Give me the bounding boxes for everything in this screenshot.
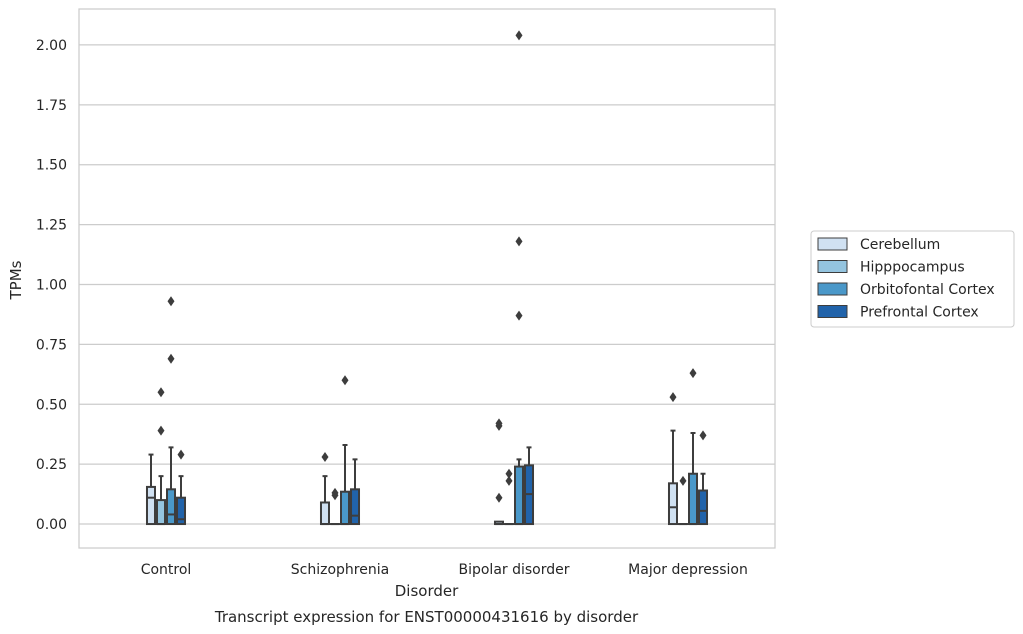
y-tick-label: 0.25 [36,457,67,473]
box-group [319,451,330,526]
y-tick-label: 2.00 [36,38,67,54]
chart-caption: Transcript expression for ENST0000043161… [214,608,639,626]
y-tick-labels: 0.00 0.25 0.50 0.75 1.00 1.25 1.50 1.75 2.00 [36,38,67,533]
legend-swatch [817,305,848,318]
box-group [176,449,187,526]
outlier-point [331,487,339,498]
box-group [503,468,514,526]
outlier-point [679,475,687,486]
box [688,472,699,526]
box [145,485,156,526]
outlier-point [157,387,165,398]
box-group [698,430,709,526]
box [176,496,187,526]
box-group [493,418,504,526]
y-tick-label: 0.75 [36,337,67,353]
box-group [677,475,688,526]
outlier-point [515,310,523,321]
y-tick-label: 1.25 [36,218,67,234]
box [698,489,709,526]
box [667,482,678,526]
grid-lines [79,44,775,525]
x-tick-label: Control [141,562,192,578]
outlier-point [495,418,503,429]
box-group [524,446,535,526]
outlier-point [515,236,523,247]
outlier-point [699,430,707,441]
y-tick-label: 1.00 [36,277,67,293]
legend-entry[interactable]: Prefrontal Cortex [860,305,979,321]
box [319,501,330,526]
box-group [340,375,351,526]
x-tick-label: Schizophrenia [291,562,389,578]
outlier-point [167,296,175,307]
y-axis-label: TPMs [7,260,25,300]
box-layer [145,30,709,526]
x-tick-labels: Control Schizophrenia Bipolar disorder Majo… [141,562,748,578]
legend[interactable]: Cerebellum Hipppocampus Orbitofontal Corte… [810,230,1015,328]
box [340,490,351,526]
legend-frame [810,230,1015,328]
outlier-point [505,468,513,479]
box-group [667,392,678,526]
x-tick-label: Bipolar disorder [458,562,569,578]
outlier-point [157,425,165,436]
plot-frame [78,8,776,549]
outlier-point [341,375,349,386]
legend-entry[interactable]: Hipppocampus [860,260,965,276]
legend-entry[interactable]: Cerebellum [860,237,940,253]
legend-swatch [817,237,848,251]
y-tick-label: 1.75 [36,98,67,114]
outlier-point [505,475,513,486]
box [155,499,166,526]
x-tick-label: Major depression [628,562,748,578]
box [514,465,525,526]
outlier-point [321,451,329,462]
y-tick-label: 0.00 [36,517,67,533]
y-tick-label: 0.50 [36,397,67,413]
outlier-point [495,492,503,503]
box-group [155,387,166,526]
outlier-point [177,449,185,460]
y-tick-label: 1.50 [36,158,67,174]
box-group [145,453,156,526]
legend-swatch [817,282,848,296]
outlier-point [689,368,697,379]
box [350,488,361,526]
outlier-point [167,353,175,364]
box-group [329,487,340,526]
outlier-point [515,30,523,41]
legend-entry[interactable]: Orbitofontal Cortex [860,282,995,298]
legend-swatch [817,260,848,273]
box-group [350,458,361,526]
box-group [688,368,699,526]
x-axis-label: Disorder [395,582,459,600]
box-group [514,30,525,526]
box-group [166,296,177,526]
box [166,488,177,526]
outlier-point [669,392,677,403]
